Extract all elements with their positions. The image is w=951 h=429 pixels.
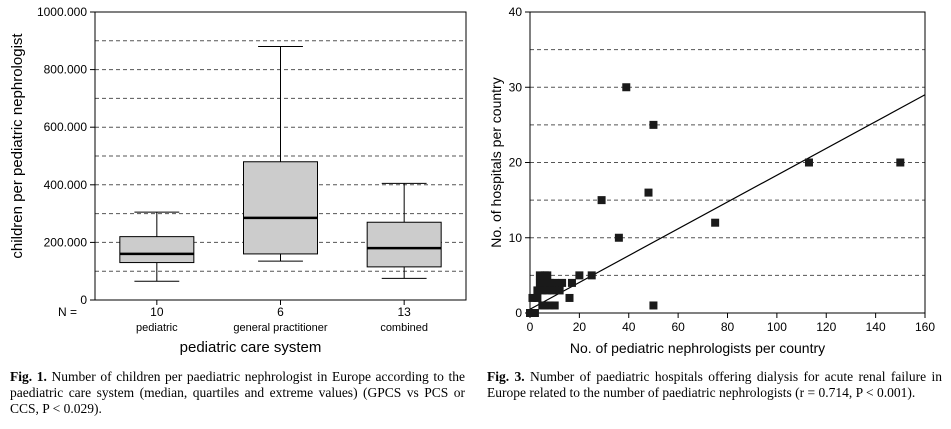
data-point	[597, 196, 606, 205]
data-point	[528, 293, 537, 302]
category-label: combined	[380, 322, 428, 334]
y-tick-label: 20	[509, 156, 523, 170]
n-count: 13	[397, 305, 411, 319]
y-tick-label: 1000.000	[37, 5, 87, 19]
data-point	[614, 233, 623, 242]
x-tick-label: 20	[573, 320, 587, 334]
data-point	[550, 278, 559, 287]
category-label: general practitioner	[233, 322, 328, 334]
data-point	[587, 271, 596, 280]
data-point	[538, 286, 547, 295]
data-point	[540, 278, 549, 287]
x-axis-title: pediatric care system	[180, 339, 322, 356]
figure-3-caption: Fig. 3. Number of paediatric hospitals o…	[487, 369, 942, 401]
x-tick-label: 100	[767, 320, 787, 334]
data-point	[545, 278, 554, 287]
n-count: 10	[150, 305, 164, 319]
data-point	[649, 301, 658, 310]
data-point	[533, 286, 542, 295]
y-tick-label: 800.000	[44, 63, 88, 77]
data-point	[535, 278, 544, 287]
box-plot-chart: 0 200.000 400.000 600.000 800.000 1000.000 10 p…	[9, 5, 467, 356]
figure-1-caption: Fig. 1. Number of children per paediatri…	[10, 369, 465, 417]
data-point	[896, 158, 905, 167]
data-point	[575, 271, 584, 280]
n-count: 6	[277, 305, 284, 319]
x-tick-label: 60	[671, 320, 685, 334]
y-tick-label: 0	[80, 293, 87, 307]
data-point	[533, 293, 542, 302]
x-tick-label: 120	[816, 320, 836, 334]
data-point	[711, 218, 720, 227]
data-point	[555, 286, 564, 295]
data-point	[558, 278, 567, 287]
y-tick-label: 200.000	[44, 235, 88, 249]
x-tick-label: 160	[915, 320, 935, 334]
x-tick-label: 0	[527, 320, 534, 334]
data-point	[543, 271, 552, 280]
y-tick-label: 10	[509, 231, 523, 245]
data-point	[565, 293, 574, 302]
x-axis-title: No. of pediatric nephrologists per count…	[570, 340, 825, 356]
data-point	[649, 120, 658, 129]
data-point	[543, 286, 552, 295]
data-point	[535, 271, 544, 280]
data-point	[804, 158, 813, 167]
y-tick-label: 0	[515, 306, 522, 320]
figure-1: 0 200.000 400.000 600.000 800.000 1000.000 10 p…	[0, 0, 470, 429]
box	[243, 161, 318, 255]
data-point	[548, 286, 557, 295]
x-tick-label: 140	[866, 320, 886, 334]
y-axis-title: No. of hospitals per country	[488, 77, 504, 247]
y-axis-title: children per pediatric nephrologist	[9, 33, 26, 259]
y-tick-label: 30	[509, 80, 523, 94]
x-tick-label: 80	[721, 320, 735, 334]
figure-1-caption-text: Number of children per paediatric nephro…	[10, 369, 466, 416]
scatter-plot-chart: 0 10 20 30 40 0 20 40 60 80 100 120 140 160 No. of ped…	[488, 5, 935, 356]
category-label: pediatric	[136, 322, 178, 334]
regression-line	[529, 94, 926, 310]
data-point	[550, 301, 559, 310]
data-point	[540, 301, 549, 310]
y-tick-label: 600.000	[44, 120, 88, 134]
figure-1-caption-label: Fig. 1.	[10, 369, 47, 384]
data-point	[644, 188, 653, 197]
y-tick-label: 40	[509, 5, 523, 19]
figure-3: 0 10 20 30 40 0 20 40 60 80 100 120 140 160 No. of ped…	[475, 0, 951, 429]
figure-3-caption-text: Number of paediatric hospitals offering …	[487, 369, 942, 400]
box	[366, 221, 442, 268]
box	[119, 236, 195, 264]
figure-3-caption-label: Fig. 3.	[487, 369, 525, 384]
data-point	[545, 301, 554, 310]
x-tick-label: 40	[622, 320, 636, 334]
y-tick-label: 400.000	[44, 178, 88, 192]
n-label: N =	[58, 305, 77, 319]
data-point	[530, 309, 539, 317]
data-point	[567, 278, 576, 287]
data-point	[622, 83, 631, 92]
